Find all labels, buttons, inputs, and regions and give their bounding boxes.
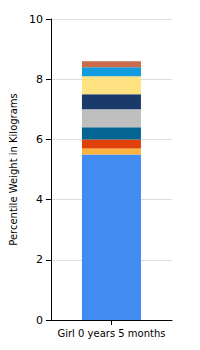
- svg-text:10: 10: [29, 13, 43, 26]
- svg-text:2: 2: [36, 253, 43, 266]
- svg-text:Percentile Weight in Kilograms: Percentile Weight in Kilograms: [8, 93, 19, 246]
- svg-text:Girl 0 years 5 months: Girl 0 years 5 months: [57, 328, 165, 339]
- svg-text:6: 6: [36, 133, 43, 146]
- svg-text:0: 0: [36, 314, 43, 327]
- svg-text:4: 4: [36, 193, 43, 206]
- svg-text:8: 8: [36, 73, 43, 86]
